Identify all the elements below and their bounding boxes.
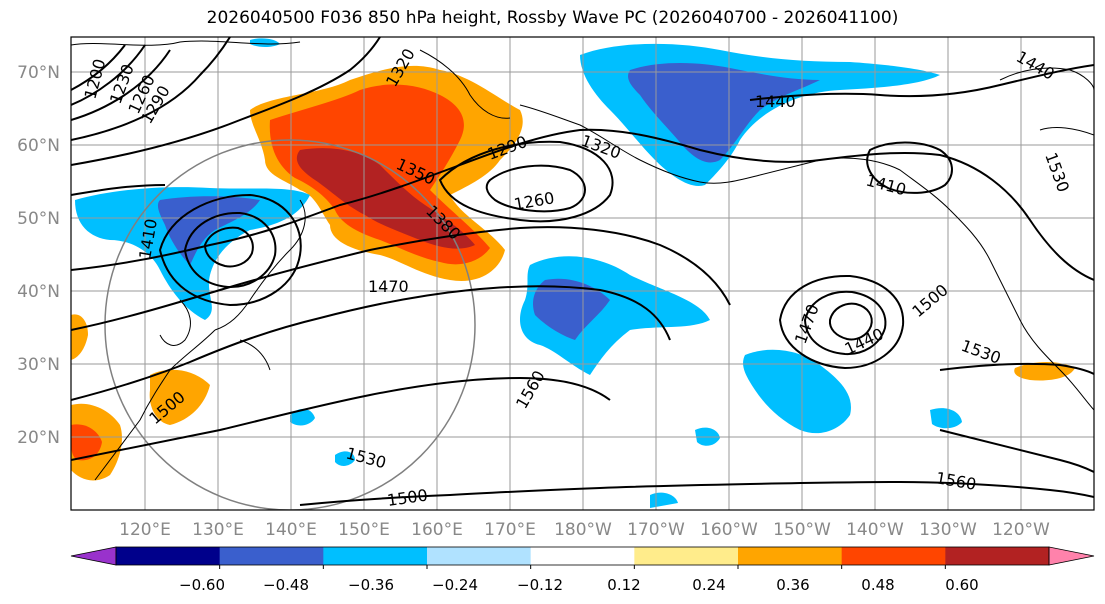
colorbar-segment — [116, 547, 221, 565]
colorbar-segment — [841, 547, 946, 565]
reference-circle — [104, 139, 476, 510]
lon-label: 180°W — [554, 520, 612, 540]
positive-anomaly-small — [1014, 362, 1075, 381]
lat-label: 20°N — [17, 428, 60, 448]
negative-anomaly-core — [628, 63, 820, 163]
lon-label: 140°W — [846, 520, 904, 540]
negative-anomaly-small — [250, 38, 280, 47]
colorbar-segment — [945, 547, 1050, 565]
colorbar-segment — [738, 547, 843, 565]
colorbar-segment — [219, 547, 324, 565]
contour-label: 1470 — [368, 277, 409, 296]
lat-label: 30°N — [17, 355, 60, 375]
colorbar-labels: −0.60 −0.48 −0.36 −0.24 −0.12 0.12 0.24 … — [179, 576, 979, 594]
colorbar-tick-label: 0.12 — [607, 576, 640, 594]
lon-label: 170°E — [484, 520, 536, 540]
positive-anomaly-region — [149, 369, 210, 425]
latitude-labels: 70°N 60°N 50°N 40°N 30°N 20°N — [17, 63, 60, 448]
lon-label: 150°E — [338, 520, 390, 540]
lon-label: 120°E — [119, 520, 171, 540]
lat-label: 50°N — [17, 209, 60, 229]
lon-label: 130°W — [919, 520, 977, 540]
lon-label: 170°W — [627, 520, 685, 540]
negative-anomaly-region — [743, 349, 851, 434]
coastlines — [71, 40, 1094, 481]
lat-label: 70°N — [17, 63, 60, 83]
colorbar-tick-label: 0.36 — [776, 576, 809, 594]
lon-label: 150°W — [773, 520, 831, 540]
positive-anomaly-region — [71, 314, 88, 360]
negative-anomaly-small — [930, 408, 962, 429]
colorbar-segment — [427, 547, 532, 565]
colorbar-segment — [530, 547, 635, 565]
positive-anomaly-core — [71, 424, 102, 461]
colorbar-tick-label: −0.48 — [263, 576, 309, 594]
negative-anomaly-small — [290, 408, 315, 426]
colorbar-tick-label: 0.60 — [945, 576, 978, 594]
lon-label: 130°E — [192, 520, 244, 540]
height-contours — [71, 37, 1094, 506]
colorbar-frame — [115, 546, 1050, 566]
negative-anomaly-small — [335, 451, 355, 466]
colorbar-segment — [323, 547, 428, 565]
lon-label: 120°W — [992, 520, 1050, 540]
lat-label: 60°N — [17, 136, 60, 156]
colorbar-segment — [634, 547, 739, 565]
lon-label: 160°E — [411, 520, 463, 540]
colorbar-tick-label: −0.24 — [432, 576, 478, 594]
lat-label: 40°N — [17, 282, 60, 302]
colorbar-tick-label: −0.60 — [179, 576, 225, 594]
graticule — [71, 37, 1094, 510]
negative-anomaly-core — [533, 278, 610, 340]
lon-label: 140°E — [265, 520, 317, 540]
colorbar-min-arrow — [70, 546, 117, 566]
colorbar-max-arrow — [1048, 546, 1095, 566]
longitude-labels: 120°E 130°E 140°E 150°E 160°E 170°E 180°… — [119, 520, 1050, 540]
lon-label: 160°W — [700, 520, 758, 540]
negative-anomaly-small — [650, 492, 678, 508]
map-frame — [70, 36, 1095, 511]
anomaly-shading — [71, 38, 1075, 508]
colorbar-tick-label: 0.48 — [861, 576, 894, 594]
figure-title: 2026040500 F036 850 hPa height, Rossby W… — [206, 8, 899, 28]
colorbar — [70, 546, 1095, 569]
positive-anomaly-peak — [296, 148, 475, 249]
colorbar-tick-label: −0.12 — [517, 576, 563, 594]
contour-label: 1440 — [755, 92, 796, 111]
colorbar-tick-label: −0.36 — [348, 576, 394, 594]
colorbar-tick-label: 0.24 — [692, 576, 725, 594]
